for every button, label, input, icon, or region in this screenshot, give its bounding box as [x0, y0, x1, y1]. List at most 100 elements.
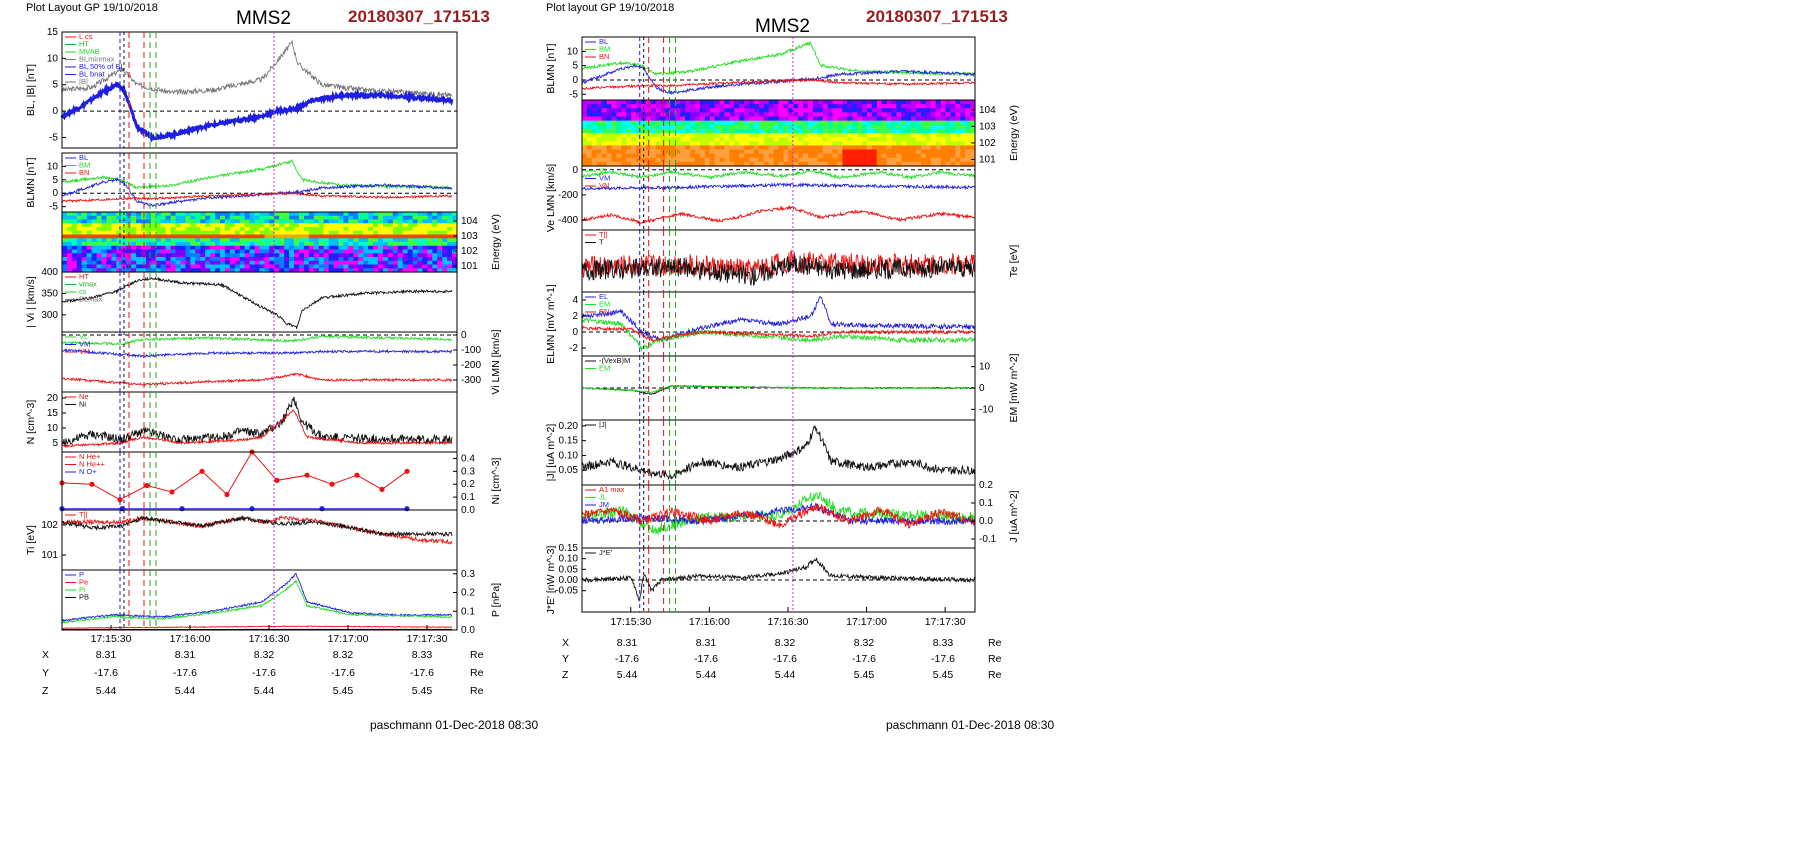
- spectrogram-cell: [847, 124, 853, 130]
- spectrogram-cell: [264, 223, 270, 228]
- spectrogram-cell: [368, 242, 374, 247]
- spectrogram-cell: [145, 227, 152, 232]
- spectrogram-cell: [81, 238, 88, 243]
- spectrogram-cell: [165, 257, 172, 262]
- spectrogram-cell: [694, 128, 701, 134]
- ephemeris-value: 5.45: [333, 685, 354, 697]
- series-marker: [199, 468, 205, 474]
- spectrogram-cell: [205, 257, 211, 262]
- spectrogram-cell: [71, 260, 78, 266]
- spectrogram-cell: [412, 249, 419, 254]
- spectrogram-cell: [749, 124, 755, 130]
- spectrogram-cell: [412, 219, 419, 224]
- spectrogram-cell: [891, 153, 897, 159]
- spectrogram-cell: [798, 116, 804, 122]
- spectrogram-cell: [185, 257, 191, 262]
- spectrogram-cell: [348, 223, 354, 228]
- spectrogram-cell: [333, 234, 340, 239]
- time-tick-label: 17:16:00: [689, 616, 730, 628]
- spectrogram-cell: [160, 264, 167, 269]
- spectrogram-cell: [62, 223, 68, 228]
- spectrogram-cell: [101, 257, 108, 262]
- spectrogram-cell: [323, 264, 330, 269]
- spectrogram-cell: [744, 137, 750, 142]
- spectrogram-cell: [299, 249, 305, 254]
- panel-R6: 100-10 EM [mW m^-2]-(VexB)MEM: [581, 353, 1020, 423]
- spectrogram-cell: [136, 230, 142, 236]
- spectrogram-cell: [313, 215, 320, 221]
- spectrogram-cell: [690, 153, 696, 159]
- spectrogram-cell: [229, 215, 236, 221]
- spectrogram-cell: [136, 253, 142, 258]
- spectrogram-cell: [616, 108, 622, 113]
- spectrogram-cell: [165, 260, 172, 266]
- spectrogram-cell: [274, 253, 280, 258]
- spectrogram-cell: [817, 149, 824, 155]
- spectrogram-cell: [279, 227, 285, 232]
- spectrogram-cell: [210, 223, 216, 228]
- spectrogram-cell: [596, 141, 603, 146]
- series-marker: [319, 506, 325, 512]
- spectrogram-cell: [621, 128, 627, 134]
- spectrogram-cell: [920, 161, 927, 167]
- ephemeris-row-label: X: [42, 649, 49, 661]
- spectrogram-cell: [155, 215, 162, 221]
- legend-label: HT: [79, 272, 89, 281]
- spectrogram-cell: [378, 227, 384, 232]
- spectrogram-cell: [812, 145, 819, 151]
- spectrogram-cell: [269, 253, 275, 258]
- spectrogram-cell: [621, 133, 627, 138]
- spectrogram-cell: [249, 219, 256, 224]
- spectrogram-cell: [714, 133, 721, 138]
- spectrogram-cell: [308, 242, 315, 247]
- spectrogram-cell: [170, 260, 177, 266]
- spectrogram-cell: [407, 245, 414, 251]
- spectrogram-cell: [185, 260, 191, 266]
- spectrogram-cell: [852, 149, 858, 155]
- ephemeris-value: -17.6: [615, 653, 639, 665]
- spectrogram-cell: [970, 116, 976, 122]
- spectrogram-cell: [71, 264, 78, 269]
- spectrogram-cell: [753, 112, 760, 118]
- spectrogram-cell: [876, 124, 883, 130]
- spectrogram-cell: [852, 157, 858, 163]
- spectrogram-cell: [891, 133, 897, 138]
- y-tick-label: 104: [461, 216, 478, 227]
- spectrogram-cell: [591, 100, 598, 105]
- spectrogram-cell: [621, 112, 627, 118]
- spectrogram-cell: [847, 100, 853, 105]
- spectrogram-cell: [318, 215, 325, 221]
- spectrogram-cell: [930, 157, 937, 163]
- spectrogram-cell: [960, 104, 966, 109]
- spectrogram-cell: [876, 157, 883, 163]
- spectrogram-cell: [886, 100, 893, 105]
- spectrogram-cell: [303, 223, 310, 228]
- spectrogram-cell: [224, 268, 231, 273]
- spectrogram-cell: [773, 128, 780, 134]
- spectrogram-cell: [442, 227, 448, 232]
- spectrogram-cell: [200, 264, 206, 269]
- spectrogram-cell: [397, 253, 404, 258]
- spectrogram-cell: [783, 124, 789, 130]
- spectrogram-cell: [812, 128, 819, 134]
- spectrogram-cell: [970, 108, 976, 113]
- spectrogram-cell: [195, 268, 201, 273]
- spectrogram-cell: [200, 234, 206, 239]
- ephemeris-value: -17.6: [931, 653, 955, 665]
- spectrogram-cell: [699, 100, 706, 105]
- spectrogram-cell: [636, 124, 642, 130]
- spectrogram-cell: [596, 153, 603, 159]
- series-marker: [144, 482, 150, 489]
- spectrogram-cell: [768, 120, 775, 126]
- spectrogram-cell: [650, 153, 657, 159]
- spectrogram-cell: [150, 253, 157, 258]
- spectrogram-cell: [640, 120, 647, 126]
- spectrogram-cell: [313, 238, 320, 243]
- spectrogram-cell: [205, 268, 211, 273]
- spectrogram-cell: [739, 116, 745, 122]
- spectrogram-cell: [338, 227, 345, 232]
- spectrogram-cell: [382, 212, 389, 217]
